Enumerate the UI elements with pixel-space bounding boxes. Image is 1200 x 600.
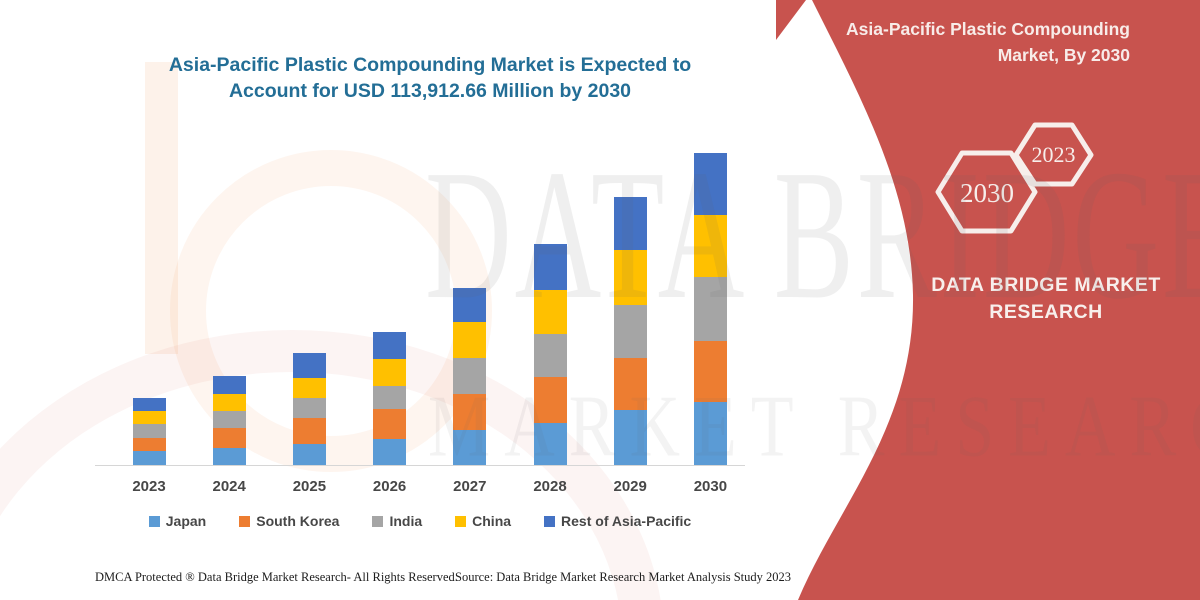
bar-segment-india [212,410,246,429]
bar-segment-rest-of-asia-pacific [373,331,407,360]
bar-segment-japan [693,402,727,465]
chart-title-line1: Asia-Pacific Plastic Compounding Market … [168,54,692,76]
chart-title-line2: Account for USD 113,912.66 Million by 20… [228,80,632,103]
legend-item-south-korea: South Korea [239,513,339,529]
bar-segment-india [373,385,407,409]
bar-segment-japan [292,444,326,465]
x-axis-label-2027: 2027 [453,478,487,495]
bar-segment-rest-of-asia-pacific [292,353,326,378]
bar-2023 [132,397,166,465]
bar-segment-japan [373,439,407,465]
bar-segment-china [373,359,407,386]
chart-title: Asia-Pacific Plastic Compounding Market … [140,52,720,105]
legend-swatch [372,515,384,527]
bar-2025 [292,353,326,465]
bar-segment-rest-of-asia-pacific [212,376,246,395]
bar-segment-japan [212,448,246,465]
bar-segment-south-korea [533,377,567,424]
bar-segment-south-korea [373,409,407,439]
x-axis-label-2030: 2030 [693,478,728,495]
legend-label: South Korea [256,513,340,529]
bar-segment-rest-of-asia-pacific [613,196,647,251]
bar-2027 [453,288,487,465]
bar-segment-japan [453,430,487,465]
bar-2028 [533,244,567,465]
bar-2029 [613,196,647,465]
bar-segment-rest-of-asia-pacific [132,397,166,412]
legend-label: Rest of Asia-Pacific [561,513,692,529]
legend: Japan South Korea India China Rest of Asia-P… [95,513,745,529]
watermark-text-secondary: MARKET RESEARCH [428,379,1200,476]
bar-segment-india [693,277,727,342]
bar-segment-india [613,305,647,358]
bar-segment-rest-of-asia-pacific [453,288,487,323]
x-axis-label-2025: 2025 [292,478,327,495]
legend-item-china: China [455,513,511,529]
bar-segment-rest-of-asia-pacific [693,153,727,215]
watermark-text-primary: DATA BRIDGE [425,131,1200,338]
legend-item-japan: Japan [148,513,207,529]
bar-segment-japan [533,423,567,465]
legend-label: India [389,513,423,529]
bar-segment-south-korea [613,357,647,410]
bar-segment-china [533,290,567,335]
legend-item-india: India [372,513,422,529]
bar-segment-south-korea [453,394,487,430]
bar-segment-south-korea [132,437,166,451]
x-axis-label-2024: 2024 [212,478,246,495]
bar-segment-japan [613,410,647,465]
x-axis-label-2026: 2026 [372,478,407,495]
bar-2024 [212,376,246,465]
bar-segment-china [292,377,326,399]
bar-2030 [693,153,727,465]
bar-segment-china [132,411,166,425]
bar-2026 [373,331,407,465]
bar-segment-china [453,322,487,358]
side-panel-accent-triangle [776,0,806,40]
legend-item-rest-of-asia-pacific: Rest of Asia-Pacific [544,513,691,529]
bar-segment-india [453,358,487,394]
footer-source: Source: Data Bridge Market Research Mark… [455,570,792,584]
legend-swatch [544,515,556,527]
bar-segment-rest-of-asia-pacific [533,244,567,291]
bar-segment-india [292,398,326,419]
x-axis-label-2023: 2023 [132,478,166,495]
footer-dmca: DMCA Protected ® Data Bridge Market Rese… [95,570,458,584]
bar-segment-japan [132,451,166,465]
legend-label: China [472,513,512,529]
x-axis-labels: 2023 2024 2025 2026 2027 2028 2029 2030 [95,478,745,498]
x-axis-label-2028: 2028 [533,478,567,495]
bar-segment-china [613,250,647,306]
bar-segment-south-korea [212,428,246,449]
bar-segment-india [132,424,166,438]
bar-segment-south-korea [292,418,326,445]
x-axis-label-2029: 2029 [613,478,647,495]
side-panel-title: Asia-Pacific Plastic Compounding Market,… [846,19,1130,66]
plot-area [95,140,745,466]
legend-label: Japan [165,513,207,529]
bar-segment-china [693,214,727,278]
bar-segment-india [533,334,567,378]
bar-segment-china [212,394,246,411]
bar-segment-south-korea [693,341,727,402]
legend-swatch [239,515,251,527]
x-axis-line [95,465,745,466]
legend-swatch [455,515,467,527]
legend-swatch [148,515,160,527]
